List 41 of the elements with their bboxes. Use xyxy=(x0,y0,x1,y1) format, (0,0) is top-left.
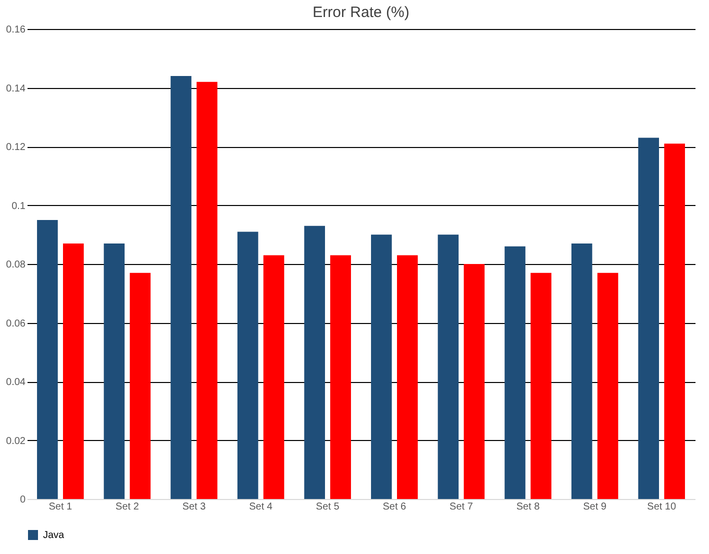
x-tick-label: Set 9 xyxy=(583,502,607,512)
y-tick-label: 0.12 xyxy=(6,142,26,153)
x-tick-label: Set 6 xyxy=(382,502,407,512)
y-tick-label: 0.16 xyxy=(6,24,26,36)
y-tick-label: 0.04 xyxy=(6,377,26,388)
y-tick-label: 0.02 xyxy=(6,436,26,447)
y-tick-label: 0 xyxy=(20,494,26,506)
bar xyxy=(130,272,151,499)
bar xyxy=(304,226,325,499)
y-tick-label: 0.14 xyxy=(6,83,26,94)
x-tick-label: Set 4 xyxy=(249,502,273,512)
y-tick-label: 0.08 xyxy=(6,260,26,270)
bar xyxy=(104,243,125,499)
bar xyxy=(530,272,552,499)
x-tick-label: Set 7 xyxy=(450,502,474,512)
bar xyxy=(196,82,218,499)
bar xyxy=(330,255,351,499)
bar xyxy=(438,234,459,499)
x-tick-label: Set 5 xyxy=(316,502,340,512)
bar xyxy=(638,138,659,499)
x-tick-label: Set 3 xyxy=(182,502,206,512)
bar xyxy=(37,220,58,499)
bar xyxy=(237,232,258,499)
bar xyxy=(263,255,284,499)
bar xyxy=(464,264,485,499)
bar xyxy=(504,246,526,499)
y-tick-label: 0.06 xyxy=(6,318,26,330)
x-tick-label: Set 1 xyxy=(48,502,73,512)
legend-label: Java xyxy=(43,530,65,541)
bar xyxy=(597,272,618,499)
bar xyxy=(63,243,84,499)
x-tick-label: Set 8 xyxy=(516,502,540,512)
bar xyxy=(397,255,418,499)
x-tick-label: Set 2 xyxy=(116,502,140,512)
bar xyxy=(170,76,192,499)
chart-title: Error Rate (%) xyxy=(312,4,410,21)
y-tick-label: 0.1 xyxy=(12,200,26,212)
bar xyxy=(664,144,685,499)
x-tick-label: Set 10 xyxy=(647,502,676,512)
bar xyxy=(371,234,392,499)
bar xyxy=(571,243,592,499)
